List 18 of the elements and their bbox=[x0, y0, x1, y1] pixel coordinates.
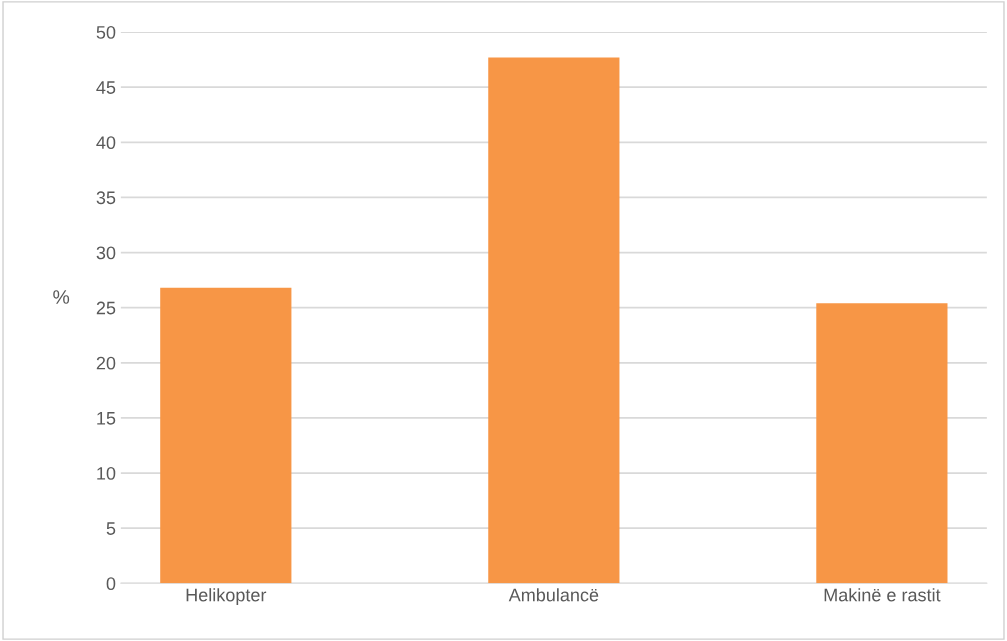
y-tick-label: 30 bbox=[96, 246, 116, 260]
y-tick-label: 40 bbox=[96, 136, 116, 150]
x-tick-label: Ambulancë bbox=[508, 588, 599, 602]
y-axis-title: % bbox=[53, 290, 70, 304]
bar bbox=[488, 57, 620, 584]
y-tick-label: 5 bbox=[106, 522, 116, 535]
y-tick-label: 45 bbox=[96, 81, 116, 94]
bar bbox=[160, 287, 292, 584]
y-tick-label: 50 bbox=[96, 25, 116, 39]
y-tick-label: 10 bbox=[97, 466, 116, 480]
y-tick-label: 15 bbox=[97, 412, 116, 425]
y-tick-label: 35 bbox=[96, 191, 116, 205]
x-tick-label: Helikopter bbox=[186, 588, 267, 605]
x-tick-label: Makinë e rastit bbox=[824, 588, 941, 602]
bar bbox=[816, 303, 948, 584]
y-tick-label: 25 bbox=[96, 301, 116, 315]
y-tick-label: 20 bbox=[96, 356, 116, 370]
y-tick-label: 0 bbox=[106, 577, 116, 591]
